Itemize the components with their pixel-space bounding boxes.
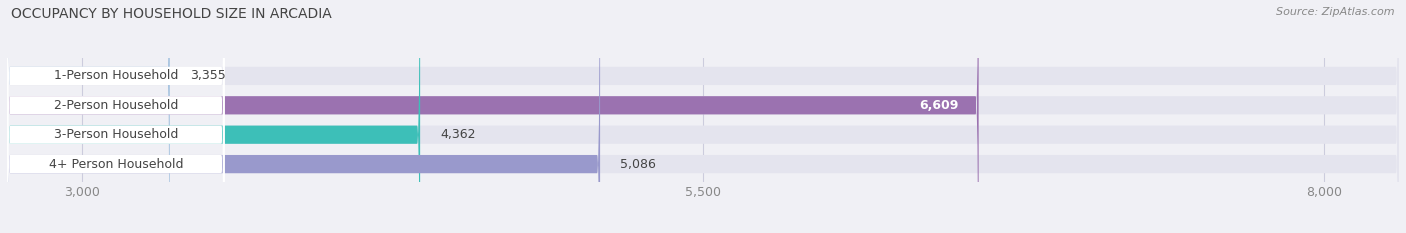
FancyBboxPatch shape xyxy=(7,0,1399,233)
FancyBboxPatch shape xyxy=(7,0,170,233)
FancyBboxPatch shape xyxy=(7,0,420,233)
Text: 5,086: 5,086 xyxy=(620,158,655,171)
FancyBboxPatch shape xyxy=(7,0,1399,233)
Text: 3,355: 3,355 xyxy=(190,69,225,82)
FancyBboxPatch shape xyxy=(7,0,225,233)
FancyBboxPatch shape xyxy=(7,0,1399,233)
Text: OCCUPANCY BY HOUSEHOLD SIZE IN ARCADIA: OCCUPANCY BY HOUSEHOLD SIZE IN ARCADIA xyxy=(11,7,332,21)
FancyBboxPatch shape xyxy=(7,0,1399,233)
FancyBboxPatch shape xyxy=(7,0,225,233)
Text: 3-Person Household: 3-Person Household xyxy=(53,128,179,141)
Text: 4+ Person Household: 4+ Person Household xyxy=(49,158,183,171)
Text: 6,609: 6,609 xyxy=(920,99,959,112)
Text: Source: ZipAtlas.com: Source: ZipAtlas.com xyxy=(1277,7,1395,17)
FancyBboxPatch shape xyxy=(7,0,979,233)
Text: 4,362: 4,362 xyxy=(440,128,475,141)
Text: 2-Person Household: 2-Person Household xyxy=(53,99,179,112)
Text: 1-Person Household: 1-Person Household xyxy=(53,69,179,82)
FancyBboxPatch shape xyxy=(7,0,225,233)
FancyBboxPatch shape xyxy=(7,0,225,233)
FancyBboxPatch shape xyxy=(7,0,600,233)
